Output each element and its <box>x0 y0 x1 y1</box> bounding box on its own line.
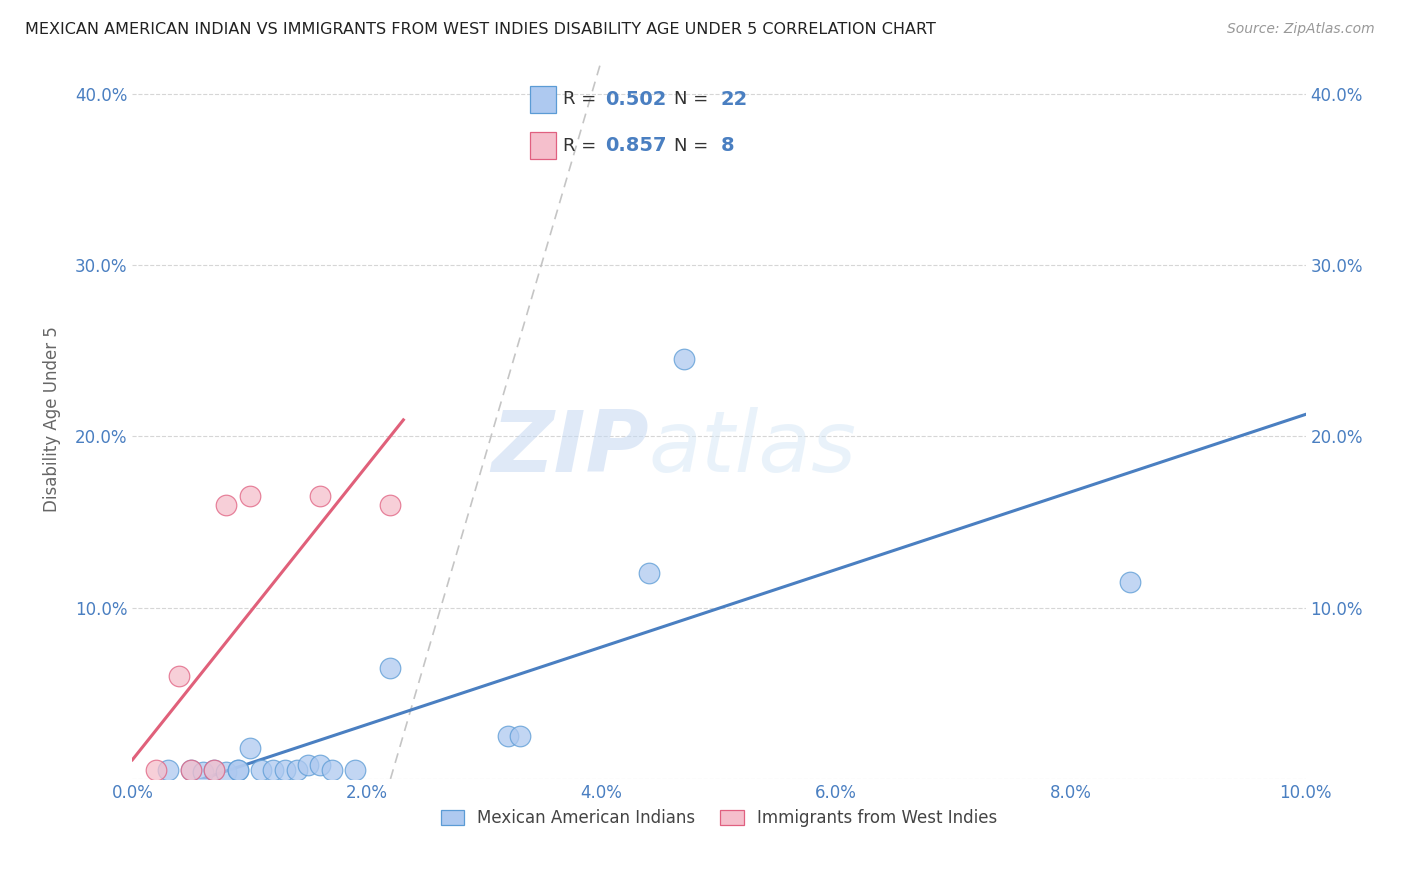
Point <box>508 729 530 743</box>
Point <box>344 764 367 778</box>
Point <box>309 489 332 503</box>
Point <box>496 729 519 743</box>
Point <box>309 758 332 772</box>
Point <box>1118 574 1140 589</box>
Point <box>191 765 214 780</box>
Point <box>156 764 179 778</box>
Point <box>321 764 343 778</box>
Point <box>180 764 202 778</box>
Point <box>380 660 402 674</box>
Text: MEXICAN AMERICAN INDIAN VS IMMIGRANTS FROM WEST INDIES DISABILITY AGE UNDER 5 CO: MEXICAN AMERICAN INDIAN VS IMMIGRANTS FR… <box>25 22 936 37</box>
Text: Source: ZipAtlas.com: Source: ZipAtlas.com <box>1227 22 1375 37</box>
Point <box>274 764 297 778</box>
Legend: Mexican American Indians, Immigrants from West Indies: Mexican American Indians, Immigrants fro… <box>432 801 1005 835</box>
Point <box>637 566 659 581</box>
Point <box>215 498 238 512</box>
Point <box>226 764 249 778</box>
Text: atlas: atlas <box>648 407 856 490</box>
Point <box>204 764 226 778</box>
Point <box>297 758 319 772</box>
Point <box>226 764 249 778</box>
Point <box>180 764 202 778</box>
Point <box>239 489 262 503</box>
Point <box>169 669 191 683</box>
Point <box>380 498 402 512</box>
Point <box>239 741 262 756</box>
Point <box>285 764 308 778</box>
Point <box>250 764 273 778</box>
Y-axis label: Disability Age Under 5: Disability Age Under 5 <box>44 326 60 512</box>
Point <box>145 764 167 778</box>
Point <box>215 765 238 780</box>
Text: ZIP: ZIP <box>491 407 648 490</box>
Point <box>262 764 284 778</box>
Point <box>672 352 695 367</box>
Point <box>204 764 226 778</box>
